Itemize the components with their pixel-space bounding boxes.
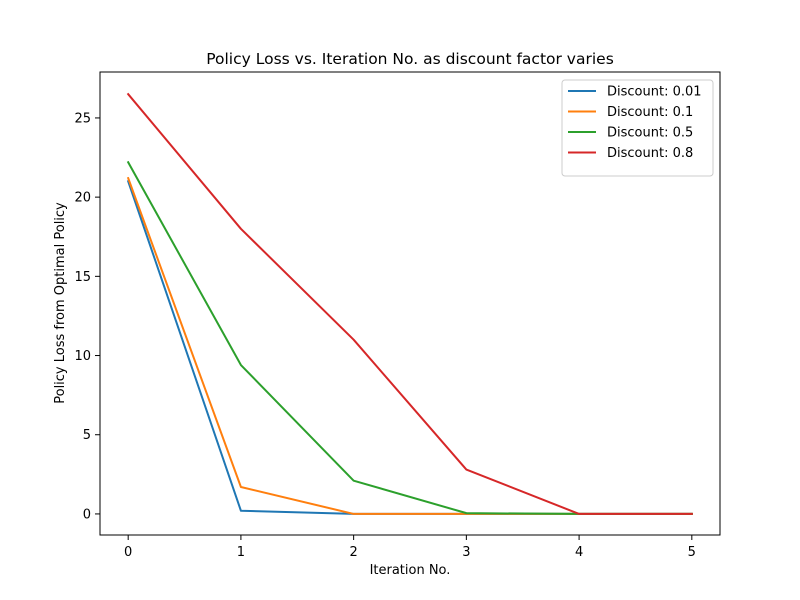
x-tick-label: 0 <box>124 545 132 560</box>
x-tick-label: 1 <box>237 545 245 560</box>
y-tick-label: 25 <box>74 111 91 126</box>
axes: 0 1 2 3 4 5 0 5 10 15 20 25 <box>74 71 721 560</box>
legend-label-3: Discount: 0.8 <box>607 146 693 161</box>
series-layer <box>126 92 693 515</box>
series-line-0 <box>126 180 693 515</box>
y-tick-label: 5 <box>83 428 91 443</box>
series-line-2 <box>126 160 693 515</box>
legend-label-0: Discount: 0.01 <box>607 85 702 100</box>
series-line-3 <box>126 92 693 515</box>
plot-frame <box>99 71 721 536</box>
x-tick-label: 5 <box>688 545 696 560</box>
legend-label-2: Discount: 0.5 <box>607 126 693 141</box>
chart-title: Policy Loss vs. Iteration No. as discoun… <box>206 50 614 68</box>
y-tick-label: 20 <box>74 191 91 206</box>
x-axis-label: Iteration No. <box>370 563 451 578</box>
legend: Discount: 0.01 Discount: 0.1 Discount: 0.5… <box>561 79 714 177</box>
x-tick-label: 3 <box>462 545 470 560</box>
x-tick-label: 4 <box>575 545 583 560</box>
y-tick-label: 15 <box>74 270 91 285</box>
y-tick-label: 10 <box>74 349 91 364</box>
y-axis-label: Policy Loss from Optimal Policy <box>53 202 68 404</box>
x-tick-label: 2 <box>349 545 357 560</box>
legend-label-1: Discount: 0.1 <box>607 105 693 120</box>
y-tick-label: 0 <box>83 507 91 522</box>
series-line-1 <box>126 176 693 515</box>
legend-box <box>561 79 714 177</box>
